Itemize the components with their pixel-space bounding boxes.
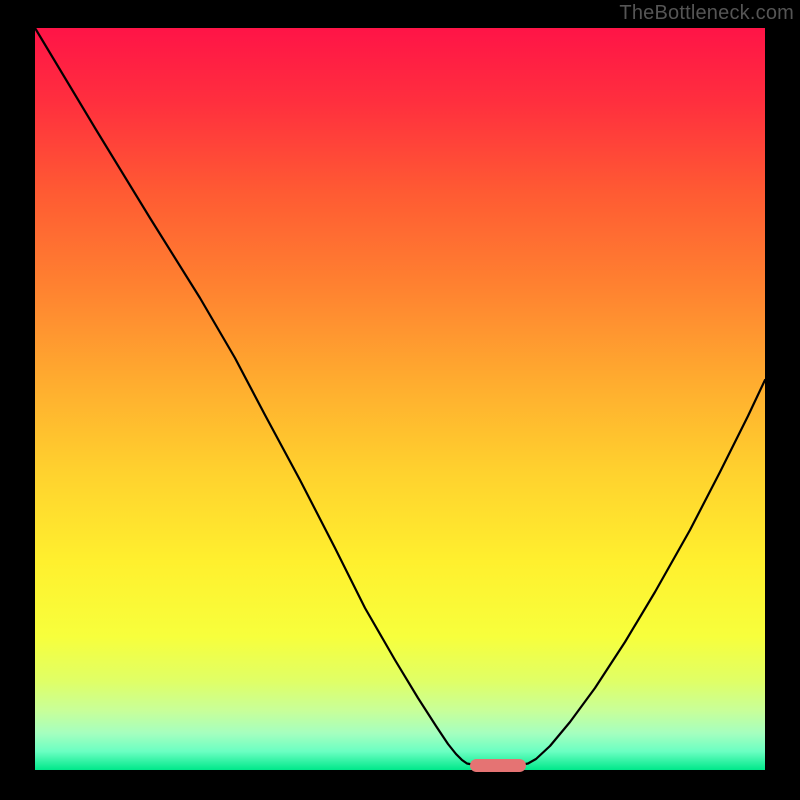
optimal-marker xyxy=(470,759,526,772)
bottleneck-chart xyxy=(0,0,800,800)
chart-container: { "watermark": { "text": "TheBottleneck.… xyxy=(0,0,800,800)
plot-background xyxy=(35,28,765,770)
watermark-text: TheBottleneck.com xyxy=(619,2,794,25)
